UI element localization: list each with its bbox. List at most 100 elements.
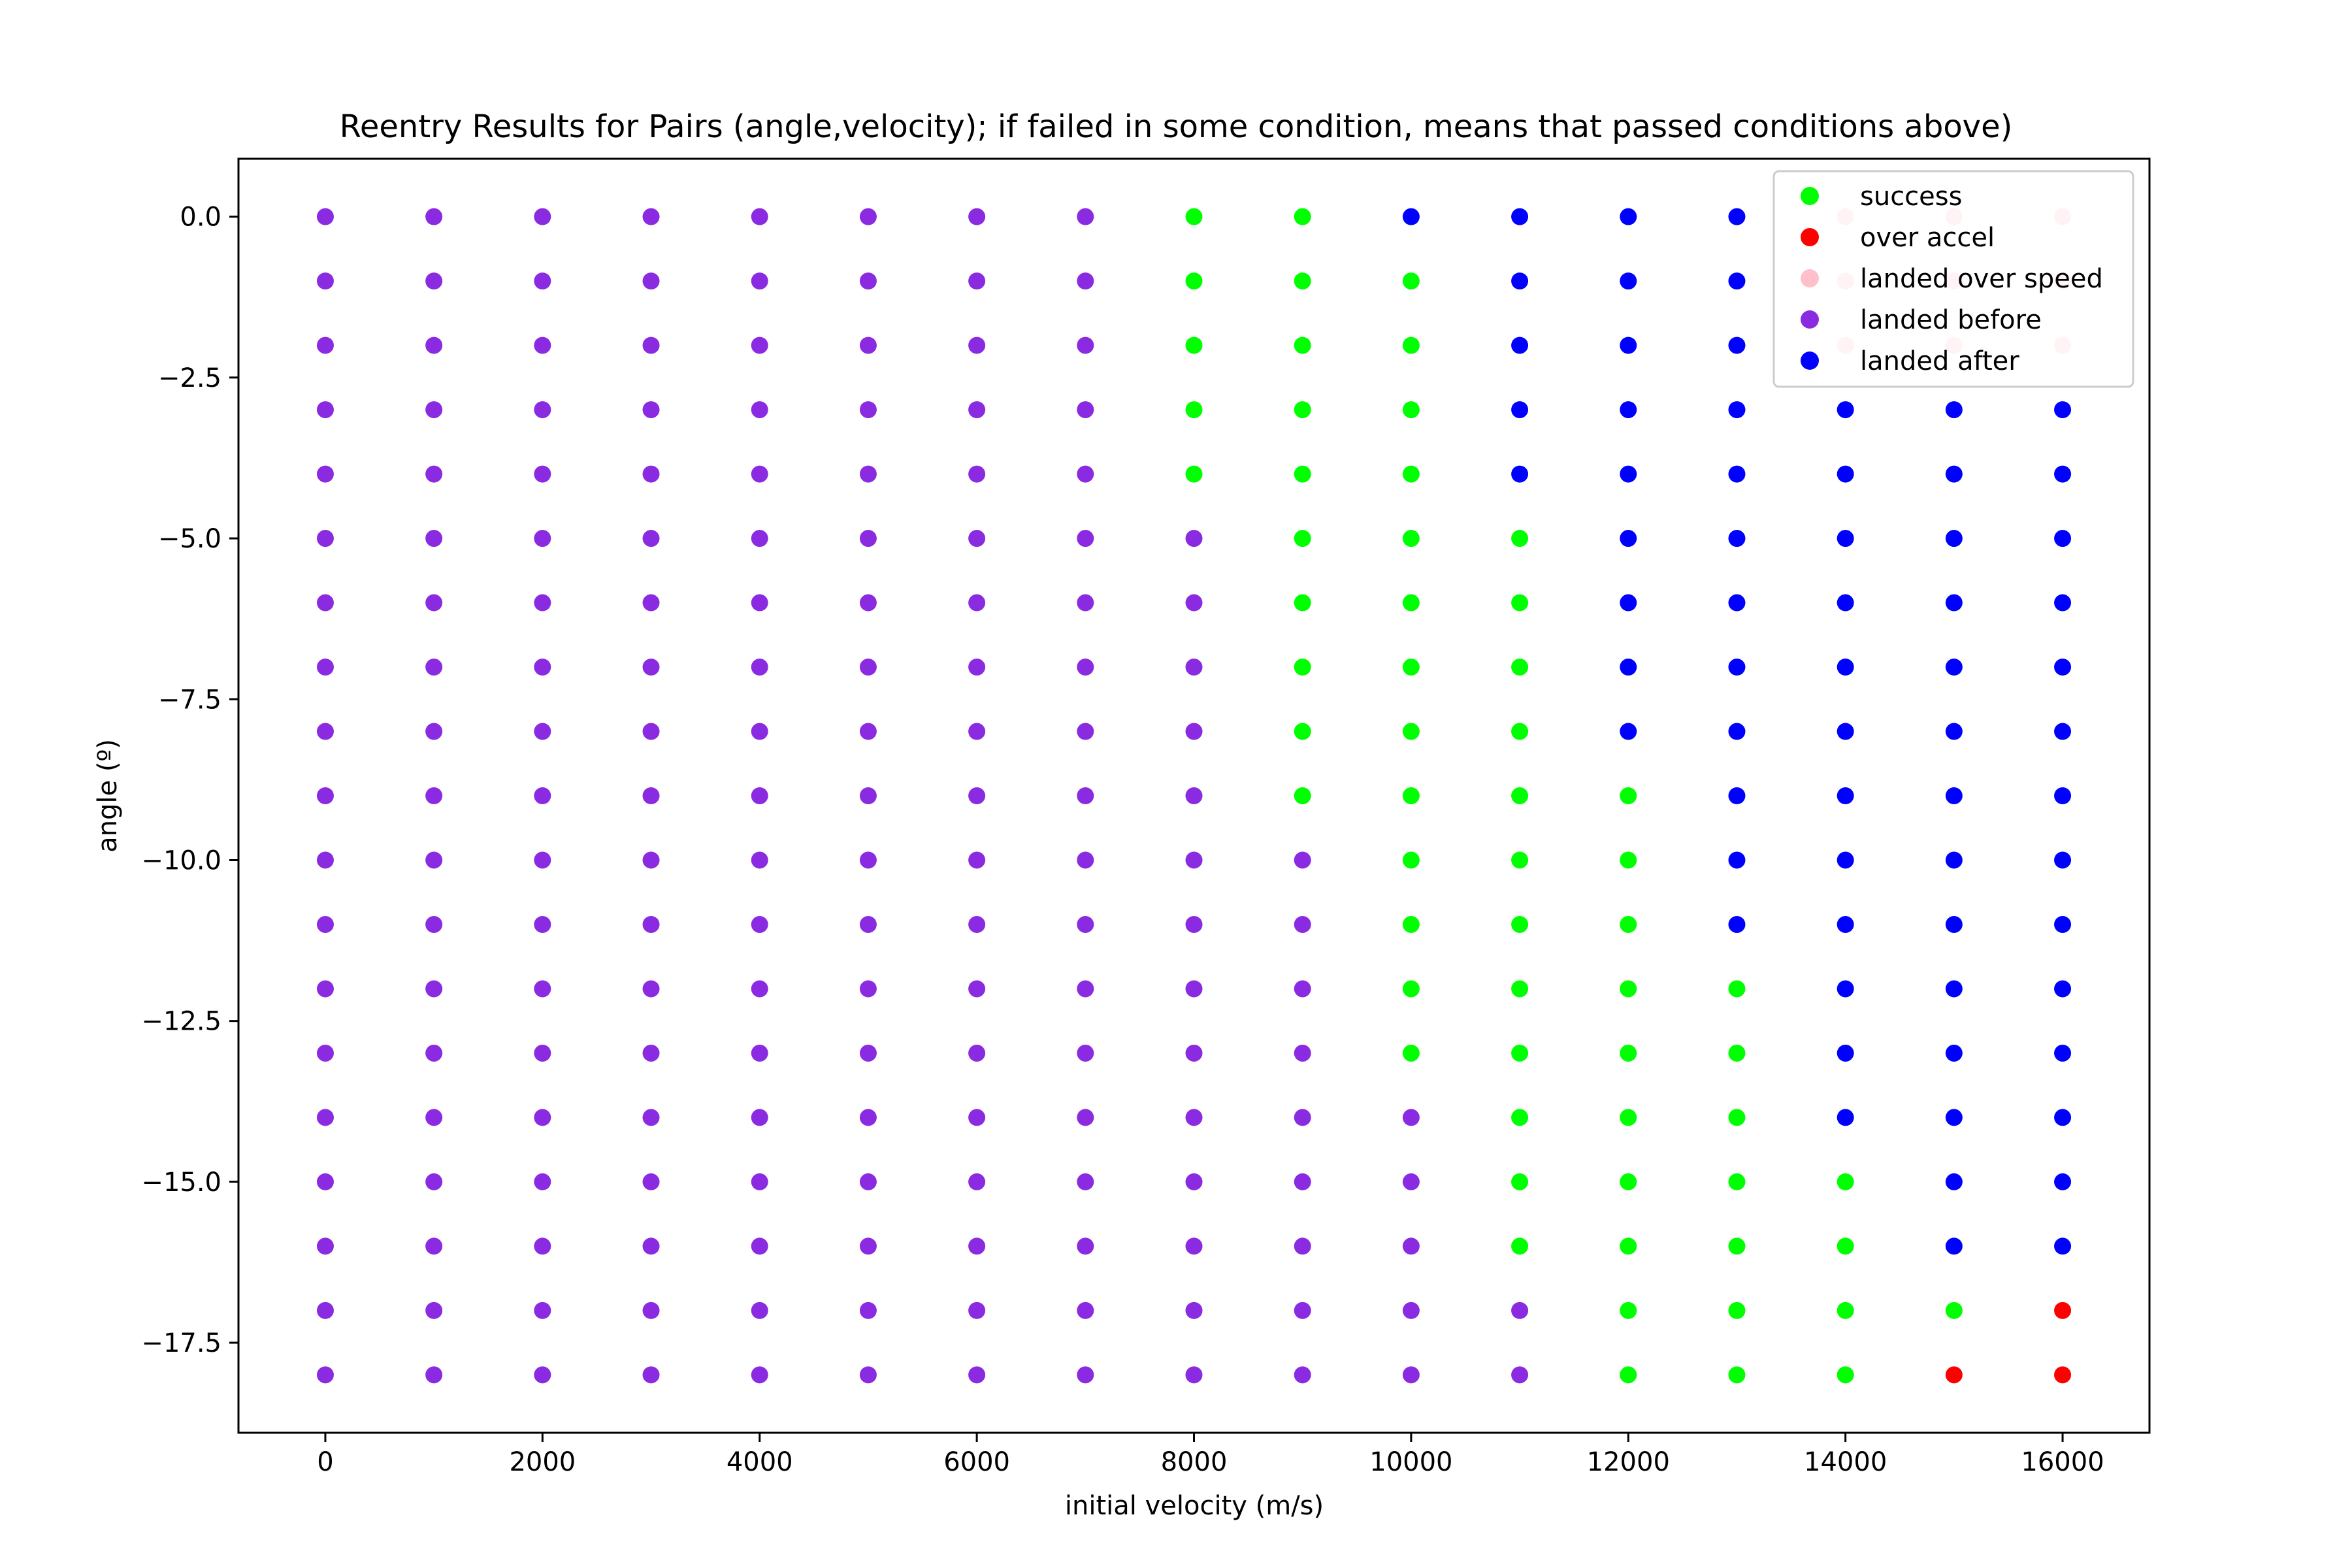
data-point-before bbox=[1185, 915, 1203, 933]
data-point-after bbox=[2054, 659, 2072, 676]
data-point-before bbox=[968, 1301, 986, 1319]
data-point-success bbox=[1620, 1173, 1637, 1190]
data-point-before bbox=[751, 723, 768, 740]
data-point-after bbox=[1511, 208, 1529, 225]
data-point-before bbox=[1185, 530, 1203, 547]
data-point-before bbox=[859, 336, 877, 354]
data-point-after bbox=[2054, 1173, 2072, 1190]
data-point-before bbox=[534, 530, 551, 547]
data-point-before bbox=[968, 1109, 986, 1126]
data-point-after bbox=[1620, 530, 1637, 547]
data-point-over-accel bbox=[2054, 1366, 2072, 1384]
data-point-success bbox=[1185, 208, 1203, 225]
data-point-before bbox=[1294, 1366, 1311, 1384]
data-point-success bbox=[1294, 787, 1311, 804]
x-tick-label: 2000 bbox=[509, 1447, 576, 1477]
data-point-before bbox=[1077, 465, 1094, 483]
data-point-before bbox=[534, 594, 551, 612]
data-point-before bbox=[751, 336, 768, 354]
data-point-before bbox=[642, 915, 660, 933]
data-point-before bbox=[1077, 1044, 1094, 1062]
data-point-before bbox=[425, 659, 443, 676]
y-tick-label: −2.5 bbox=[158, 363, 221, 393]
data-point-before bbox=[968, 208, 986, 225]
data-point-before bbox=[751, 401, 768, 419]
data-point-before bbox=[859, 1044, 877, 1062]
data-point-before bbox=[968, 530, 986, 547]
y-tick-label: 0.0 bbox=[180, 203, 221, 233]
data-point-before bbox=[1511, 1366, 1529, 1384]
data-point-before bbox=[425, 980, 443, 998]
data-point-before bbox=[1185, 1044, 1203, 1062]
data-point-success bbox=[1837, 1366, 1854, 1384]
data-point-before bbox=[534, 659, 551, 676]
data-point-success bbox=[1402, 1044, 1420, 1062]
x-tick-label: 12000 bbox=[1587, 1447, 1670, 1477]
data-point-before bbox=[1185, 1301, 1203, 1319]
data-point-after bbox=[1837, 659, 1854, 676]
x-tick-label: 10000 bbox=[1369, 1447, 1452, 1477]
data-point-after bbox=[2054, 915, 2072, 933]
data-point-before bbox=[425, 1109, 443, 1126]
data-point-before bbox=[316, 594, 334, 612]
data-point-before bbox=[859, 1173, 877, 1190]
data-point-before bbox=[859, 787, 877, 804]
data-point-success bbox=[1511, 980, 1529, 998]
data-point-success bbox=[1185, 465, 1203, 483]
data-point-after bbox=[1945, 530, 1963, 547]
data-point-before bbox=[534, 208, 551, 225]
data-point-success bbox=[1728, 1109, 1746, 1126]
data-point-before bbox=[1294, 1237, 1311, 1255]
data-point-success bbox=[1402, 594, 1420, 612]
x-axis-label: initial velocity (m/s) bbox=[1065, 1491, 1324, 1521]
data-point-success bbox=[1728, 980, 1746, 998]
data-point-after bbox=[1728, 401, 1746, 419]
data-point-after bbox=[2054, 1237, 2072, 1255]
data-point-before bbox=[1185, 723, 1203, 740]
data-point-before bbox=[425, 208, 443, 225]
data-point-before bbox=[642, 1173, 660, 1190]
data-point-success bbox=[1402, 336, 1420, 354]
data-point-success bbox=[1185, 336, 1203, 354]
data-point-before bbox=[1402, 1301, 1420, 1319]
data-point-after bbox=[1620, 594, 1637, 612]
data-point-before bbox=[1077, 1301, 1094, 1319]
data-point-before bbox=[642, 1301, 660, 1319]
data-point-before bbox=[751, 980, 768, 998]
data-point-before bbox=[751, 915, 768, 933]
data-point-before bbox=[1185, 594, 1203, 612]
data-point-after bbox=[1837, 980, 1854, 998]
data-point-after bbox=[1945, 1173, 1963, 1190]
data-point-before bbox=[642, 980, 660, 998]
data-point-before bbox=[859, 401, 877, 419]
data-point-before bbox=[968, 915, 986, 933]
data-point-before bbox=[316, 851, 334, 869]
data-point-success bbox=[1511, 723, 1529, 740]
data-point-before bbox=[968, 594, 986, 612]
data-point-before bbox=[1402, 1173, 1420, 1190]
data-point-before bbox=[859, 723, 877, 740]
data-point-after bbox=[1945, 1109, 1963, 1126]
data-point-before bbox=[968, 1237, 986, 1255]
data-point-before bbox=[1402, 1109, 1420, 1126]
data-point-success bbox=[1620, 851, 1637, 869]
data-point-before bbox=[316, 1366, 334, 1384]
data-point-before bbox=[425, 336, 443, 354]
data-point-success bbox=[1511, 787, 1529, 804]
data-point-before bbox=[751, 1366, 768, 1384]
data-point-before bbox=[316, 208, 334, 225]
data-point-before bbox=[1185, 851, 1203, 869]
data-point-success bbox=[1620, 980, 1637, 998]
data-point-success bbox=[1511, 1173, 1529, 1190]
data-point-before bbox=[316, 723, 334, 740]
data-point-after bbox=[1837, 915, 1854, 933]
data-point-before bbox=[534, 1109, 551, 1126]
data-point-after bbox=[1728, 659, 1746, 676]
data-point-before bbox=[1077, 401, 1094, 419]
data-point-after bbox=[1945, 465, 1963, 483]
data-point-before bbox=[534, 272, 551, 290]
data-point-before bbox=[642, 272, 660, 290]
data-point-after bbox=[1620, 272, 1637, 290]
data-point-before bbox=[642, 659, 660, 676]
data-point-after bbox=[1945, 1044, 1963, 1062]
